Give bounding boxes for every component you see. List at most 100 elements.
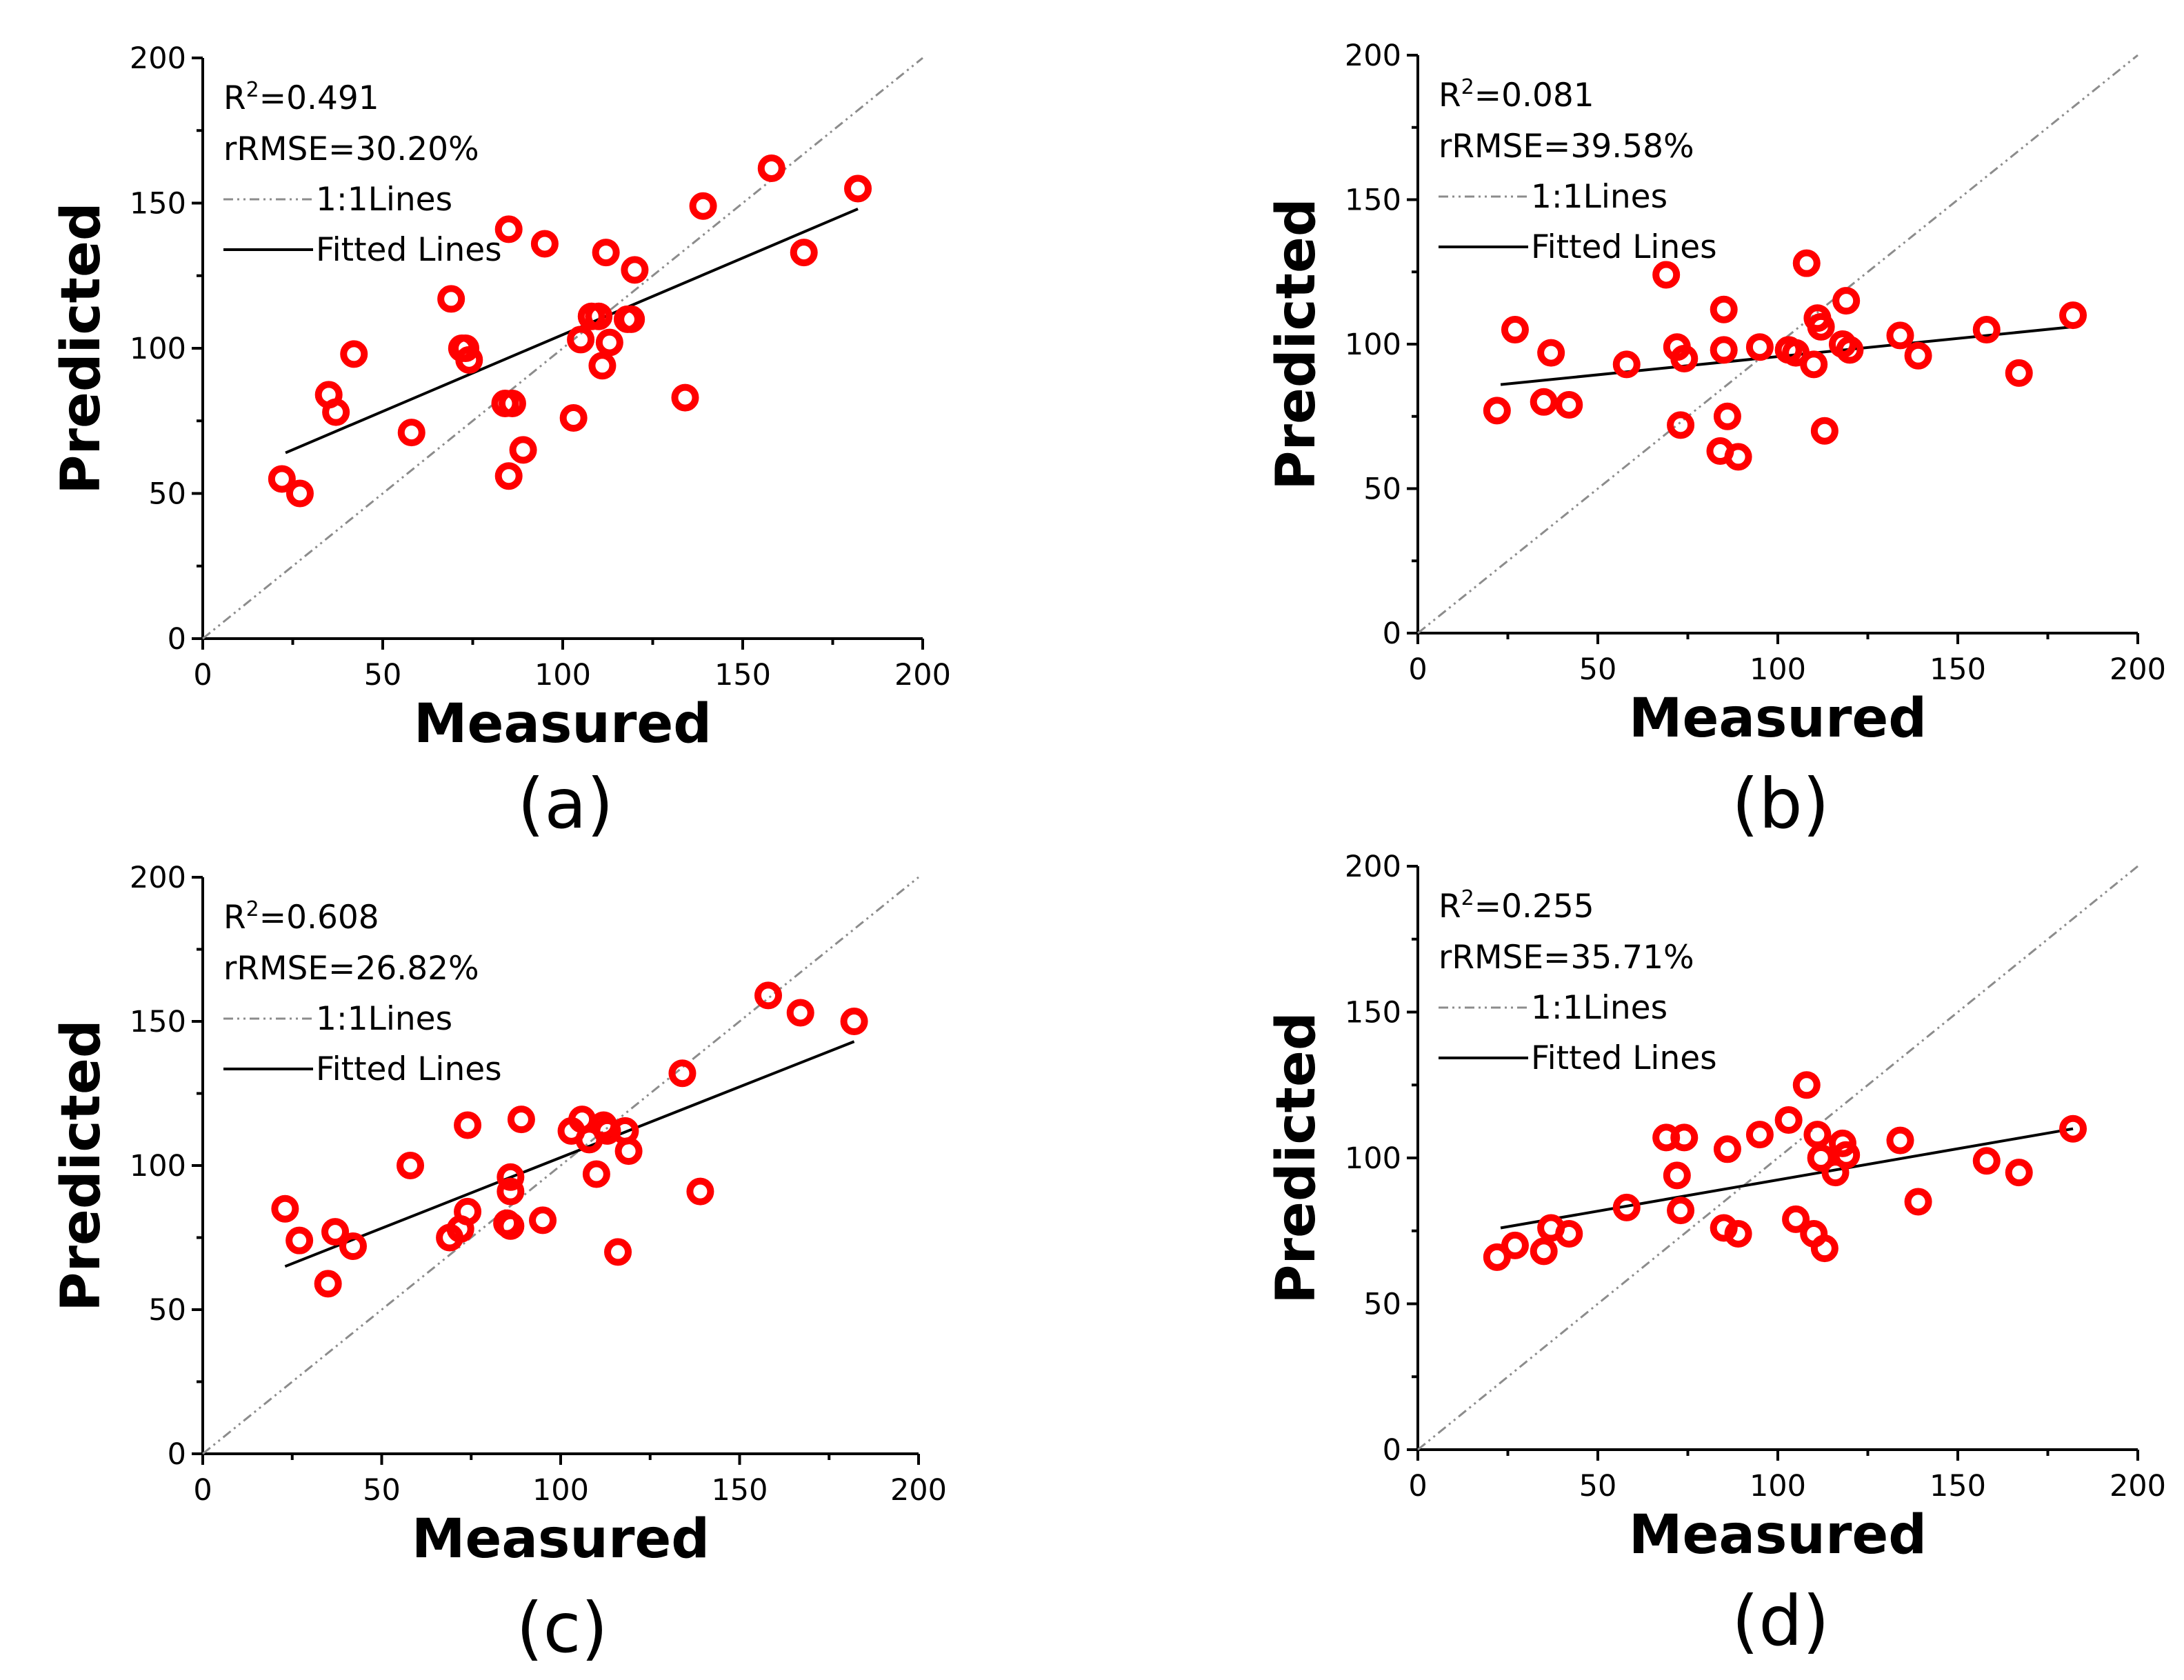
- data-point: [507, 1106, 535, 1134]
- chart-panel-4: 0 50 100 150 200 0 50 100 150 200 Measured Predicte…: [1265, 850, 2166, 1661]
- data-point: [844, 174, 872, 203]
- x-tick-label: 150: [1930, 1469, 1986, 1503]
- chart-panel-2: 0 50 100 150 200 0 50 100 150 200 Measured Predicte…: [1265, 39, 2166, 844]
- data-point: [786, 999, 814, 1027]
- data-point: [1710, 336, 1738, 364]
- legend-fitted-label: Fitted Lines: [316, 231, 502, 269]
- x-tick-label: 150: [714, 658, 771, 692]
- y-tick-label: 50: [1363, 1288, 1401, 1322]
- y-tick-label: 50: [148, 1293, 186, 1328]
- data-point: [1670, 1123, 1699, 1152]
- y-tick-label: 0: [168, 622, 186, 657]
- data-point: [668, 1059, 697, 1088]
- data-point: [271, 1194, 299, 1223]
- y-tick-label: 0: [1383, 1433, 1401, 1468]
- data-point: [1501, 316, 1529, 344]
- data-point: [454, 1111, 482, 1139]
- data-point: [1667, 411, 1695, 439]
- data-point: [1652, 261, 1681, 289]
- data-point: [1782, 339, 1810, 367]
- data-point: [497, 1177, 525, 1206]
- data-point: [529, 1206, 557, 1234]
- data-point: [585, 302, 613, 330]
- r2-annotation: R2=0.081: [1439, 75, 1594, 114]
- x-tick-label: 0: [193, 1473, 212, 1508]
- data-point: [454, 1197, 482, 1226]
- data-point: [1710, 295, 1738, 323]
- y-tick-label: 100: [130, 332, 186, 366]
- y-axis-title: Predicted: [50, 1019, 112, 1311]
- data-point: [1713, 402, 1741, 430]
- data-point: [1836, 336, 1864, 364]
- x-tick-label: 0: [1408, 1469, 1427, 1503]
- fitted-line: [284, 1040, 855, 1268]
- rrmse-annotation: rRMSE=30.20%: [223, 130, 479, 168]
- data-point: [1774, 1106, 1803, 1134]
- rrmse-annotation: rRMSE=26.82%: [223, 950, 479, 988]
- panel-label: (c): [516, 1588, 608, 1668]
- data-point: [397, 1152, 425, 1179]
- y-tick-label: 200: [1345, 39, 1401, 73]
- data-point: [455, 346, 483, 374]
- x-tick-label: 150: [711, 1473, 768, 1508]
- data-point: [2005, 1159, 2033, 1187]
- fitted-line: [1500, 1127, 2074, 1230]
- y-tick-label: 200: [1345, 850, 1401, 884]
- x-axis-title: Measured: [412, 1508, 710, 1570]
- data-point: [621, 256, 649, 284]
- data-point: [2005, 359, 2033, 387]
- y-tick-label: 150: [1345, 183, 1401, 218]
- legend-fitted-label: Fitted Lines: [316, 1050, 502, 1088]
- data-point: [567, 326, 595, 354]
- data-point: [437, 285, 465, 313]
- data-point: [1886, 1126, 1914, 1154]
- data-point: [1555, 1219, 1583, 1248]
- data-point: [285, 479, 314, 508]
- data-point: [595, 328, 623, 357]
- legend-one-to-one-label: 1:1Lines: [316, 1000, 452, 1038]
- chart-panel-1: 0 50 100 150 200 0 50 100 150 200 Measured Predicte…: [50, 41, 951, 844]
- data-point: [614, 1137, 643, 1166]
- data-point: [321, 1218, 350, 1246]
- x-tick-label: 200: [2110, 652, 2166, 687]
- data-point: [339, 1232, 367, 1261]
- y-tick-label: 50: [1363, 472, 1401, 507]
- data-point: [497, 1163, 525, 1191]
- data-point: [1612, 1193, 1641, 1221]
- data-point: [1810, 1234, 1839, 1263]
- y-tick-label: 200: [130, 861, 186, 895]
- data-point: [314, 1270, 342, 1298]
- x-tick-label: 50: [1579, 1469, 1617, 1503]
- data-point: [1483, 1243, 1511, 1271]
- data-point: [1670, 344, 1699, 372]
- legend-one-to-one-label: 1:1Lines: [1531, 989, 1667, 1027]
- data-point: [509, 436, 537, 464]
- chart-panel-3: 0 50 100 150 200 0 50 100 150 200 Measured Predicte…: [50, 861, 947, 1668]
- data-point: [1832, 287, 1861, 315]
- data-point: [790, 239, 818, 267]
- r2-annotation: R2=0.608: [223, 897, 379, 937]
- y-axis-title: Predicted: [50, 202, 112, 494]
- data-point: [588, 352, 617, 380]
- data-point: [340, 340, 368, 368]
- one-to-one-line: [1417, 54, 2138, 634]
- data-point: [497, 1212, 525, 1240]
- x-tick-label: 0: [193, 658, 212, 692]
- x-axis-title: Measured: [414, 693, 712, 755]
- data-point: [1782, 1205, 1810, 1233]
- data-point: [285, 1226, 314, 1254]
- data-point: [1792, 1071, 1821, 1099]
- data-point: [498, 389, 526, 417]
- data-point: [268, 465, 296, 493]
- data-point: [686, 1177, 714, 1206]
- x-tick-label: 100: [532, 1473, 589, 1508]
- data-point: [840, 1008, 868, 1035]
- data-point: [1792, 249, 1821, 277]
- r2-annotation: R2=0.255: [1439, 886, 1594, 926]
- data-point: [617, 305, 645, 333]
- data-point: [1724, 1219, 1752, 1248]
- data-point: [1972, 316, 2001, 344]
- data-point: [559, 404, 588, 432]
- y-tick-label: 0: [168, 1437, 186, 1472]
- rrmse-annotation: rRMSE=35.71%: [1439, 939, 1694, 977]
